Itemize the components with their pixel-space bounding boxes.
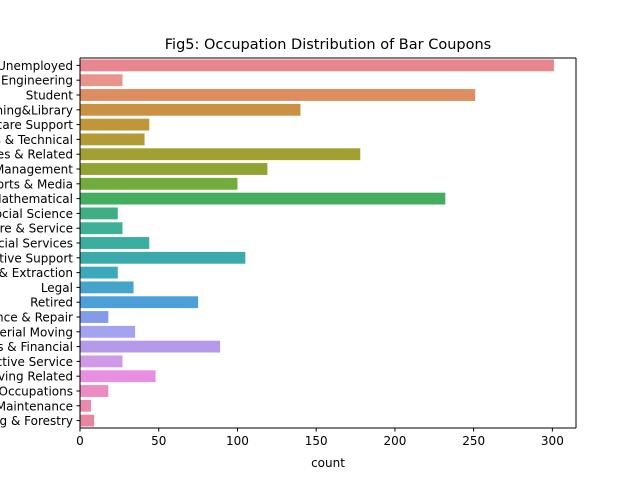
bar bbox=[80, 399, 92, 412]
y-tick-label: Sales & Related bbox=[0, 148, 73, 162]
bar bbox=[80, 414, 95, 427]
y-tick-label: Business & Financial bbox=[0, 340, 73, 354]
bar bbox=[80, 296, 199, 309]
bar bbox=[80, 325, 136, 338]
x-axis-ticks: 0 50 100 150 200 250 300 bbox=[76, 428, 564, 448]
bar bbox=[80, 340, 221, 353]
y-tick-label: Healthcare Support bbox=[0, 118, 73, 132]
y-tick-label: Arts Design Entertainment Sports & Media bbox=[0, 177, 73, 191]
y-tick-label: Life Physical Social Science bbox=[0, 207, 73, 221]
bar bbox=[80, 222, 123, 235]
y-tick-label: Healthcare Practitioners & Technical bbox=[0, 133, 73, 147]
bar bbox=[80, 118, 150, 131]
bar bbox=[80, 177, 238, 190]
x-tick-label: 50 bbox=[151, 434, 166, 448]
bar bbox=[80, 148, 361, 161]
x-tick-label: 200 bbox=[383, 434, 406, 448]
bar bbox=[80, 281, 134, 294]
y-tick-label: Farming Fishing & Forestry bbox=[0, 414, 73, 428]
y-tick-label: Architecture & Engineering bbox=[0, 74, 73, 88]
y-tick-label: Construction & Extraction bbox=[0, 266, 73, 280]
x-tick-label: 300 bbox=[541, 434, 564, 448]
y-tick-label: Protective Service bbox=[0, 355, 73, 369]
y-tick-label: Unemployed bbox=[0, 59, 73, 73]
bar bbox=[80, 385, 109, 397]
bar bbox=[80, 74, 123, 87]
y-tick-label: Personal Care & Service bbox=[0, 222, 73, 236]
y-tick-label: Food Preparation & Serving Related bbox=[0, 370, 73, 384]
x-tick-label: 0 bbox=[76, 434, 84, 448]
y-tick-label: Building & Grounds Cleaning & Maintenanc… bbox=[0, 399, 73, 413]
y-tick-label: Student bbox=[26, 89, 74, 103]
y-tick-labels: UnemployedArchitecture & EngineeringStud… bbox=[0, 59, 80, 428]
bar bbox=[80, 370, 156, 383]
bar bbox=[80, 266, 118, 279]
x-tick-label: 100 bbox=[226, 434, 249, 448]
bars-group bbox=[80, 59, 554, 427]
bar bbox=[80, 133, 145, 146]
bar bbox=[80, 59, 554, 72]
bar bbox=[80, 207, 118, 220]
y-tick-label: Community & Social Services bbox=[0, 237, 73, 251]
y-tick-label: Retired bbox=[30, 296, 73, 310]
y-tick-label: Installation Maintenance & Repair bbox=[0, 311, 73, 325]
y-tick-label: Computer & Mathematical bbox=[0, 192, 73, 206]
bar bbox=[80, 163, 268, 175]
chart-title: Fig5: Occupation Distribution of Bar Cou… bbox=[165, 37, 491, 53]
y-tick-label: Production Occupations bbox=[0, 385, 73, 399]
x-tick-label: 150 bbox=[305, 434, 328, 448]
bar bbox=[80, 192, 446, 205]
y-tick-label: Transportation & Material Moving bbox=[0, 325, 73, 339]
bar bbox=[80, 251, 246, 264]
y-tick-label: Office & Administrative Support bbox=[0, 251, 73, 265]
y-tick-label: Legal bbox=[41, 281, 73, 295]
bar bbox=[80, 89, 476, 101]
bar bbox=[80, 355, 123, 368]
y-tick-label: Management bbox=[0, 163, 73, 177]
bar bbox=[80, 103, 301, 116]
y-tick-label: Education&Training&Library bbox=[0, 103, 73, 117]
bar bbox=[80, 311, 109, 323]
x-tick-label: 250 bbox=[462, 434, 485, 448]
x-axis-label: count bbox=[311, 456, 345, 470]
bar bbox=[80, 237, 150, 249]
